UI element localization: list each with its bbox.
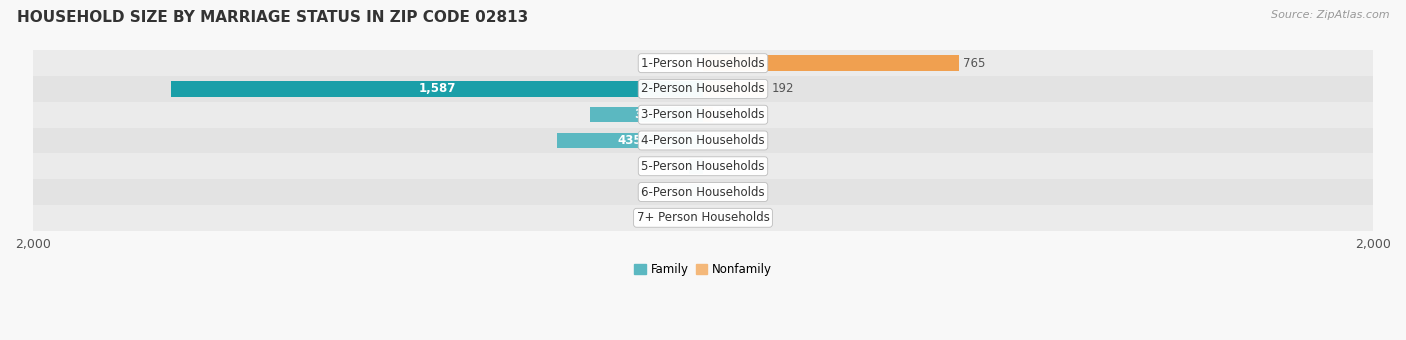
Bar xyxy=(172,81,703,97)
Bar xyxy=(703,55,959,71)
Text: 5-Person Households: 5-Person Households xyxy=(641,160,765,173)
Bar xyxy=(32,179,1374,205)
Bar xyxy=(689,158,703,174)
Legend: Family, Nonfamily: Family, Nonfamily xyxy=(630,258,776,281)
Text: 2-Person Households: 2-Person Households xyxy=(641,82,765,96)
Bar xyxy=(32,76,1374,102)
Text: 1-Person Households: 1-Person Households xyxy=(641,57,765,70)
Text: 4-Person Households: 4-Person Households xyxy=(641,134,765,147)
Text: HOUSEHOLD SIZE BY MARRIAGE STATUS IN ZIP CODE 02813: HOUSEHOLD SIZE BY MARRIAGE STATUS IN ZIP… xyxy=(17,10,529,25)
Text: 0: 0 xyxy=(692,57,699,70)
Text: 435: 435 xyxy=(617,134,643,147)
Text: 0: 0 xyxy=(707,134,714,147)
Text: 192: 192 xyxy=(772,82,794,96)
Text: 6-Person Households: 6-Person Households xyxy=(641,186,765,199)
Bar xyxy=(703,107,713,122)
Bar xyxy=(32,153,1374,179)
Bar xyxy=(690,184,703,200)
Bar xyxy=(32,102,1374,128)
Bar xyxy=(589,107,703,122)
Bar xyxy=(32,128,1374,153)
Text: 38: 38 xyxy=(672,186,686,199)
Text: 765: 765 xyxy=(963,57,986,70)
Text: 338: 338 xyxy=(634,108,658,121)
Text: 0: 0 xyxy=(707,160,714,173)
Text: 0: 0 xyxy=(692,211,699,224)
Text: 43: 43 xyxy=(669,160,685,173)
Bar xyxy=(557,133,703,148)
Text: 30: 30 xyxy=(717,108,731,121)
Text: 1,587: 1,587 xyxy=(419,82,456,96)
Text: 0: 0 xyxy=(707,186,714,199)
Text: 0: 0 xyxy=(707,211,714,224)
Text: Source: ZipAtlas.com: Source: ZipAtlas.com xyxy=(1271,10,1389,20)
Bar xyxy=(32,50,1374,76)
Bar xyxy=(32,205,1374,231)
Text: 3-Person Households: 3-Person Households xyxy=(641,108,765,121)
Bar xyxy=(703,81,768,97)
Text: 7+ Person Households: 7+ Person Households xyxy=(637,211,769,224)
